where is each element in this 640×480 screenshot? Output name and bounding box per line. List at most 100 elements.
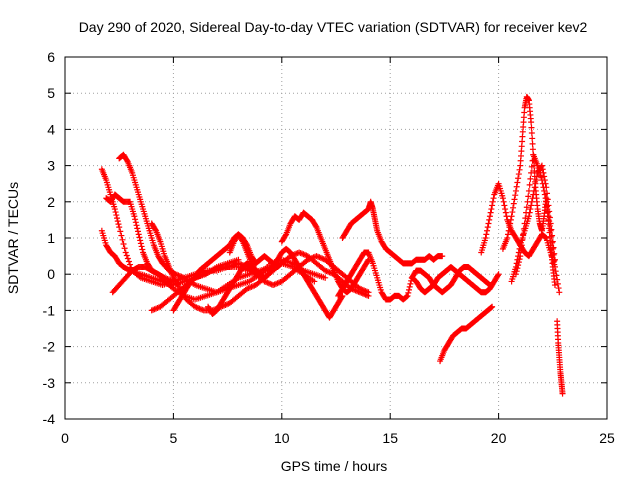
data-point bbox=[243, 241, 250, 248]
data-point bbox=[531, 168, 538, 175]
data-point bbox=[528, 130, 535, 137]
data-point bbox=[505, 227, 512, 234]
data-point bbox=[510, 200, 517, 207]
data-point bbox=[508, 213, 515, 220]
data-point bbox=[539, 166, 546, 173]
data-point bbox=[549, 232, 556, 239]
data-point bbox=[120, 241, 127, 248]
data-point bbox=[137, 240, 144, 247]
series-arc-n bbox=[408, 263, 502, 296]
data-point bbox=[484, 227, 491, 234]
data-point bbox=[544, 196, 551, 203]
data-point bbox=[119, 236, 126, 243]
data-point bbox=[404, 292, 411, 299]
data-point bbox=[529, 195, 536, 202]
data-point bbox=[504, 231, 511, 238]
x-axis-label: GPS time / hours bbox=[281, 458, 388, 474]
data-point bbox=[527, 175, 534, 182]
data-point bbox=[548, 233, 555, 240]
y-tick-label: -2 bbox=[43, 339, 56, 355]
series-arc-t bbox=[554, 318, 566, 397]
data-point bbox=[501, 202, 508, 209]
data-point bbox=[503, 213, 510, 220]
data-point bbox=[152, 226, 159, 233]
data-point bbox=[134, 225, 141, 232]
series-arc-s bbox=[508, 162, 558, 285]
data-point bbox=[123, 252, 130, 259]
data-point bbox=[125, 258, 132, 265]
data-point bbox=[506, 224, 513, 231]
data-point bbox=[542, 180, 549, 187]
data-point bbox=[526, 209, 533, 216]
data-point bbox=[532, 180, 539, 187]
data-point bbox=[502, 209, 509, 216]
data-point bbox=[552, 268, 559, 275]
chart-title: Day 290 of 2020, Sidereal Day-to-day VTE… bbox=[79, 19, 588, 35]
data-point bbox=[530, 191, 537, 198]
data-point bbox=[549, 239, 556, 246]
data-point bbox=[516, 245, 523, 252]
y-tick-label: 0 bbox=[47, 266, 55, 282]
data-point bbox=[525, 193, 532, 200]
data-point bbox=[489, 202, 496, 209]
data-point bbox=[548, 226, 555, 233]
data-point bbox=[544, 190, 551, 197]
data-point bbox=[495, 271, 502, 278]
data-point bbox=[133, 222, 140, 229]
data-point bbox=[554, 276, 561, 283]
data-point bbox=[488, 304, 495, 311]
data-point bbox=[124, 157, 131, 164]
data-point bbox=[551, 250, 558, 257]
data-point bbox=[528, 163, 535, 170]
data-point bbox=[135, 231, 142, 238]
series-arc-j bbox=[205, 245, 346, 321]
data-point bbox=[516, 166, 523, 173]
data-point bbox=[547, 227, 554, 234]
y-axis-label: SDTVAR / TECUs bbox=[5, 182, 21, 294]
data-point bbox=[553, 272, 560, 279]
data-point bbox=[511, 196, 518, 203]
data-point bbox=[405, 286, 412, 293]
data-point bbox=[127, 261, 134, 268]
data-point bbox=[115, 221, 122, 228]
data-point bbox=[528, 169, 535, 176]
x-tick-label: 15 bbox=[382, 430, 398, 446]
data-point bbox=[114, 215, 121, 222]
data-point bbox=[538, 162, 545, 169]
data-point bbox=[556, 289, 563, 296]
data-point bbox=[529, 140, 536, 147]
data-point bbox=[507, 220, 514, 227]
data-point bbox=[515, 171, 522, 178]
data-point bbox=[311, 278, 318, 285]
data-point bbox=[559, 390, 566, 397]
data-point bbox=[531, 187, 538, 194]
series-arc-k bbox=[278, 209, 372, 296]
data-point bbox=[515, 253, 522, 260]
scatter-points bbox=[98, 93, 566, 397]
data-point bbox=[494, 272, 501, 279]
data-point bbox=[132, 216, 139, 223]
data-point bbox=[555, 285, 562, 292]
data-point bbox=[515, 175, 522, 182]
data-point bbox=[504, 235, 511, 241]
data-point bbox=[551, 282, 558, 289]
x-tick-label: 20 bbox=[491, 430, 507, 446]
data-point bbox=[551, 256, 558, 263]
x-tick-label: 5 bbox=[170, 430, 178, 446]
data-point bbox=[529, 135, 536, 142]
data-point bbox=[542, 234, 549, 241]
y-tick-label: 2 bbox=[47, 194, 55, 210]
data-point bbox=[550, 244, 557, 251]
data-point bbox=[137, 237, 144, 244]
data-point bbox=[118, 232, 125, 239]
data-point bbox=[124, 255, 131, 262]
data-point bbox=[528, 124, 535, 131]
data-point bbox=[489, 303, 496, 310]
x-tick-label: 25 bbox=[599, 430, 615, 446]
data-point bbox=[407, 280, 414, 287]
data-point bbox=[545, 202, 552, 209]
data-point bbox=[549, 238, 556, 245]
data-point bbox=[531, 184, 538, 191]
data-point bbox=[514, 256, 521, 263]
